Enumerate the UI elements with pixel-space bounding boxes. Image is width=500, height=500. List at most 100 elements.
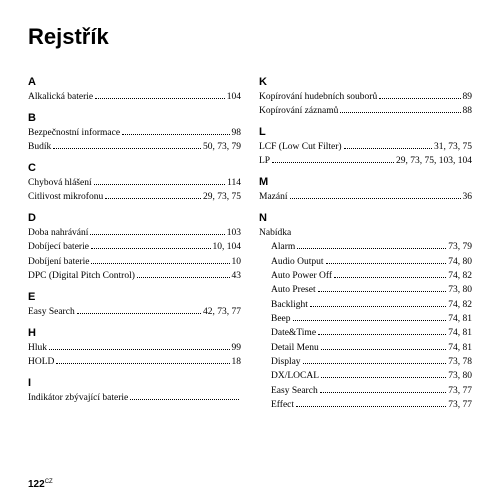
index-entry: Dobíjecí baterie 10, 104 [28,241,241,254]
leader-dots [137,277,230,278]
leader-dots [310,306,446,307]
letter-heading: K [259,76,472,88]
leader-dots [297,248,446,249]
entry-term: LP [259,155,270,168]
entry-pages: 42, 73, 77 [203,306,241,319]
letter-heading: I [28,377,241,389]
letter-heading: B [28,112,241,124]
page-number: 122CZ [28,479,53,490]
entry-term: Beep [271,313,291,326]
entry-term: Date&Time [271,327,316,340]
leader-dots [122,134,229,135]
leader-dots [293,320,447,321]
entry-term: Dobíjení baterie [28,256,89,269]
entry-term: Auto Preset [271,284,316,297]
index-entry: LP29, 73, 75, 103, 104 [259,155,472,168]
entry-pages: 43 [232,270,242,283]
entry-term: Display [271,356,301,369]
index-entry: Detail Menu 74, 81 [259,342,472,355]
entry-term: Alkalická baterie [28,91,93,104]
entry-pages: 10, 104 [213,241,242,254]
entry-pages: 73, 80 [448,370,472,383]
index-entry: Bezpečnostní informace98 [28,127,241,140]
leader-dots [90,234,224,235]
entry-pages: 89 [463,91,473,104]
index-entry: Citlivost mikrofonu 29, 73, 75 [28,191,241,204]
index-entry: Kopírování záznamů 88 [259,105,472,118]
entry-pages: 36 [463,191,473,204]
entry-pages: 73, 78 [448,356,472,369]
leader-dots [53,148,201,149]
leader-dots [296,406,446,407]
index-entry: Beep74, 81 [259,313,472,326]
entry-pages: 74, 81 [448,342,472,355]
leader-dots [303,363,447,364]
leader-dots [340,112,460,113]
entry-pages: 74, 80 [448,256,472,269]
entry-term: Dobíjecí baterie [28,241,89,254]
leader-dots [318,291,447,292]
entry-term: Kopírování hudebních souborů [259,91,377,104]
entry-term: DPC (Digital Pitch Control) [28,270,135,283]
leader-dots [344,148,432,149]
index-entry: Backlight74, 82 [259,299,472,312]
leader-dots [49,349,230,350]
index-entry: Display 73, 78 [259,356,472,369]
leader-dots [105,198,201,199]
entry-pages: 29, 73, 75 [203,191,241,204]
leader-dots [130,399,239,400]
entry-term: HOLD [28,356,54,369]
index-entry: Indikátor zbývající baterie [28,392,241,405]
leader-dots [77,313,201,314]
entry-term: Detail Menu [271,342,319,355]
entry-term: Doba nahrávání [28,227,88,240]
entry-pages: 31, 73, 75 [434,141,472,154]
letter-heading: D [28,212,241,224]
entry-pages: 74, 82 [448,270,472,283]
entry-pages: 99 [232,342,242,355]
entry-term: Easy Search [28,306,75,319]
letter-heading: E [28,291,241,303]
entry-term: Hluk [28,342,47,355]
entry-term: Kopírování záznamů [259,105,338,118]
entry-pages: 88 [463,105,473,118]
index-entry: Effect 73, 77 [259,399,472,412]
index-entry: HOLD 18 [28,356,241,369]
entry-term: DX/LOCAL [271,370,319,383]
leader-dots [379,98,460,99]
entry-term: Nabídka [259,227,291,240]
column-left: A Alkalická baterie 104 B Bezpečnostní infor… [28,68,241,413]
leader-dots [318,334,446,335]
index-entry: Dobíjení baterie 10 [28,256,241,269]
entry-pages: 73, 77 [448,385,472,398]
letter-heading: N [259,212,472,224]
page-title: Rejstřík [28,24,472,50]
leader-dots [56,363,229,364]
leader-dots [95,98,225,99]
letter-heading: L [259,126,472,138]
entry-term: Backlight [271,299,308,312]
index-entry: Easy Search73, 77 [259,385,472,398]
column-right: KKopírování hudebních souborů89Kopírován… [259,68,472,413]
entry-pages: 10 [232,256,242,269]
index-entry: Doba nahrávání103 [28,227,241,240]
entry-pages: 73, 79 [448,241,472,254]
entry-term: Indikátor zbývající baterie [28,392,128,405]
entry-term: Citlivost mikrofonu [28,191,103,204]
leader-dots [326,263,447,264]
letter-heading: H [28,327,241,339]
leader-dots [334,277,446,278]
index-entry: Chybová hlášení114 [28,177,241,190]
entry-pages: 18 [232,356,242,369]
leader-dots [94,184,226,185]
entry-pages: 104 [227,91,241,104]
entry-term: Effect [271,399,294,412]
leader-dots [91,248,211,249]
entry-pages: 73, 77 [448,399,472,412]
index-entry: Auto Power Off74, 82 [259,270,472,283]
leader-dots [290,198,461,199]
letter-heading: A [28,76,241,88]
entry-pages: 114 [227,177,241,190]
index-entry: Audio Output74, 80 [259,256,472,269]
leader-dots [321,349,446,350]
